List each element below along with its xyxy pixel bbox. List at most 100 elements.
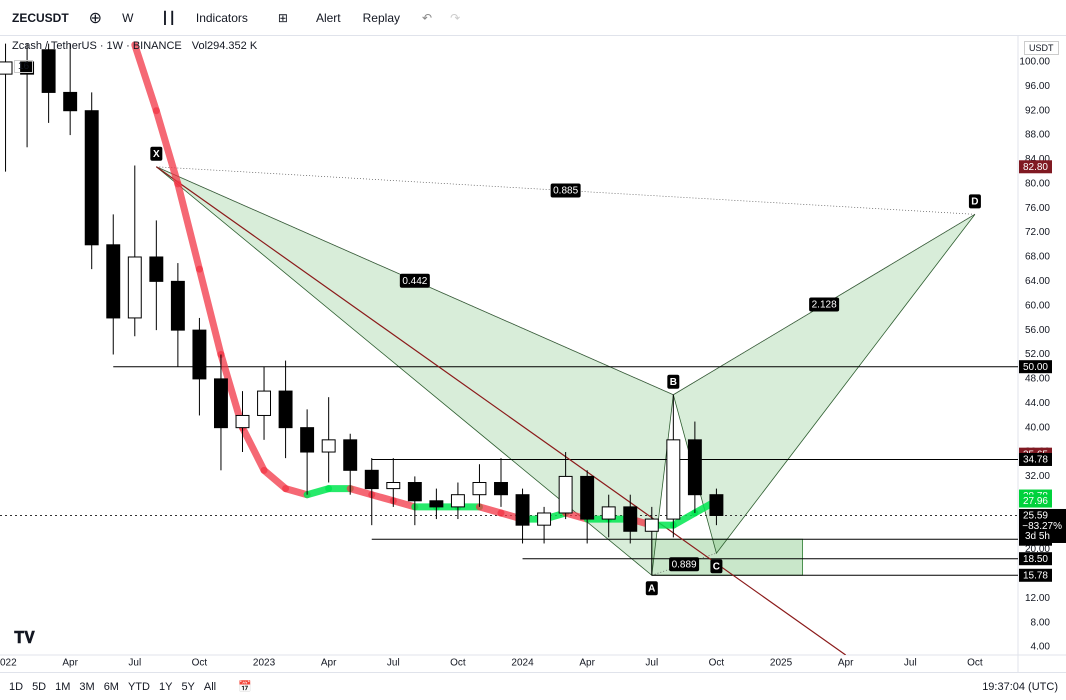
candle-body <box>407 482 422 502</box>
moving-average <box>260 466 290 493</box>
x-tick-label: 2023 <box>253 658 276 669</box>
range-button[interactable]: 1M <box>55 680 71 693</box>
candle-body <box>278 390 293 429</box>
ratio-label-box <box>809 297 840 312</box>
candle-body <box>0 61 13 75</box>
currency[interactable]: USDT <box>1024 41 1059 55</box>
candle-body <box>644 518 659 532</box>
price-tag-label: 18.50 <box>1023 554 1048 565</box>
price-tag <box>1019 552 1052 566</box>
y-tick-label: 32.00 <box>1025 471 1050 482</box>
candle-body <box>666 439 681 520</box>
x-tick-label: 2024 <box>511 658 534 669</box>
y-tick-label: 12.00 <box>1025 593 1050 604</box>
x-tick-label: Oct <box>709 658 725 669</box>
add-symbol[interactable]: ⊕ <box>88 9 103 27</box>
moving-average <box>669 509 699 529</box>
moving-average <box>239 424 268 474</box>
ratio-label: 0.889 <box>672 559 697 570</box>
alert[interactable]: Alert <box>315 10 341 25</box>
y-tick-label: 100.00 <box>1019 57 1050 68</box>
candle-body <box>343 439 358 471</box>
replay[interactable]: Replay <box>362 10 400 25</box>
x-tick-label: Jul <box>387 658 400 669</box>
moving-average <box>282 485 311 499</box>
range-button[interactable]: 5Y <box>181 680 195 693</box>
chart-style[interactable]: ┃┃ <box>161 10 176 25</box>
x-tick-label: Apr <box>838 658 854 669</box>
candle-body <box>601 506 616 520</box>
candle-body <box>472 482 487 496</box>
y-tick-label: 56.00 <box>1025 325 1050 336</box>
moving-average <box>303 485 333 499</box>
candle-body <box>300 427 315 453</box>
ratio-label: 2.128 <box>812 300 837 311</box>
price-tag-label: 34.78 <box>1023 455 1048 466</box>
moving-average <box>174 180 203 273</box>
current-change: −83.27% <box>1022 521 1062 532</box>
current-price-label: 25.59 <box>1023 511 1048 522</box>
x-tick-label: Jul <box>645 658 658 669</box>
candle-body <box>127 256 142 319</box>
candle-body <box>364 469 379 490</box>
indicators[interactable]: Indicators <box>195 10 248 25</box>
candle-body <box>235 414 250 429</box>
price-tag <box>1019 494 1052 508</box>
y-tick-label: 48.00 <box>1025 374 1050 385</box>
x-tick-label: Apr <box>579 658 595 669</box>
candle-body <box>450 494 465 508</box>
range-button[interactable]: 1Y <box>158 680 173 693</box>
y-tick-label: 88.00 <box>1025 130 1050 141</box>
candle-countdown: 3d 5h <box>1025 531 1050 542</box>
legend-title: Zcash / TetherUS · 1W · BINANCE <box>12 40 182 52</box>
moving-average <box>368 491 397 505</box>
candle-body <box>494 482 508 496</box>
price-tag <box>1019 568 1052 582</box>
ratio-label-box <box>550 183 581 198</box>
x-tick-label: 2022 <box>0 658 17 669</box>
candle-body <box>213 378 228 429</box>
y-tick-label: 4.00 <box>1031 642 1051 653</box>
symbol[interactable]: ZECUSDT <box>12 10 69 25</box>
candle-body <box>84 110 99 246</box>
layouts[interactable]: ⊞ <box>277 10 288 25</box>
x-tick-label: Oct <box>192 658 208 669</box>
y-tick-label: 60.00 <box>1025 300 1050 311</box>
pattern-point-box <box>667 374 680 389</box>
range-button[interactable]: 5D <box>32 680 47 693</box>
moving-average <box>152 107 182 188</box>
y-tick-label: 68.00 <box>1025 252 1050 263</box>
candle-body <box>687 439 702 496</box>
legend: Zcash / TetherUS · 1W · BINANCE Vol294.3… <box>12 40 257 52</box>
range-button[interactable]: 3M <box>79 680 95 693</box>
range-button[interactable]: YTD <box>127 680 150 693</box>
moving-average <box>346 485 376 499</box>
candle-body <box>63 91 78 112</box>
pattern-point-box <box>645 581 658 596</box>
legend-volume: Vol294.352 K <box>191 40 258 52</box>
y-tick-label: 20.00 <box>1025 544 1050 555</box>
logo: 𝐓𝐕 <box>14 630 35 647</box>
trendline <box>155 166 847 655</box>
range-button[interactable]: 6M <box>103 680 119 693</box>
moving-average <box>195 265 225 359</box>
undo[interactable]: ↶ <box>422 10 433 25</box>
range-button[interactable]: 1D <box>9 680 24 693</box>
candle-body <box>429 500 444 508</box>
axes: 100.00 96.00 92.00 88.00 84.00 80.00 76.00 72.0… <box>0 57 1066 669</box>
date-range[interactable]: 📅 <box>238 681 252 693</box>
candle-body <box>580 475 595 520</box>
bottom-toolbar: 1D 5D 1M 3M 6M YTD 1Y 5Y All 📅 19:37:04 (UTC) <box>0 672 1066 700</box>
price-tag-label: 82.80 <box>1023 162 1048 173</box>
ratio-label-box <box>669 557 700 572</box>
top-toolbar: ZECUSDT ⊕ W ┃┃ Indicators ⊞ Alert Replay… <box>0 0 1066 36</box>
pattern-point-box <box>710 559 723 574</box>
range-button[interactable]: All <box>203 680 217 693</box>
badge: 16 <box>14 60 34 73</box>
redo[interactable]: ↷ <box>450 10 461 25</box>
interval[interactable]: W <box>122 10 134 25</box>
current-price-tag <box>1019 508 1066 543</box>
x-tick-label: Apr <box>62 658 78 669</box>
pattern-point-label: B <box>670 377 677 388</box>
pattern-point-box <box>968 194 981 209</box>
